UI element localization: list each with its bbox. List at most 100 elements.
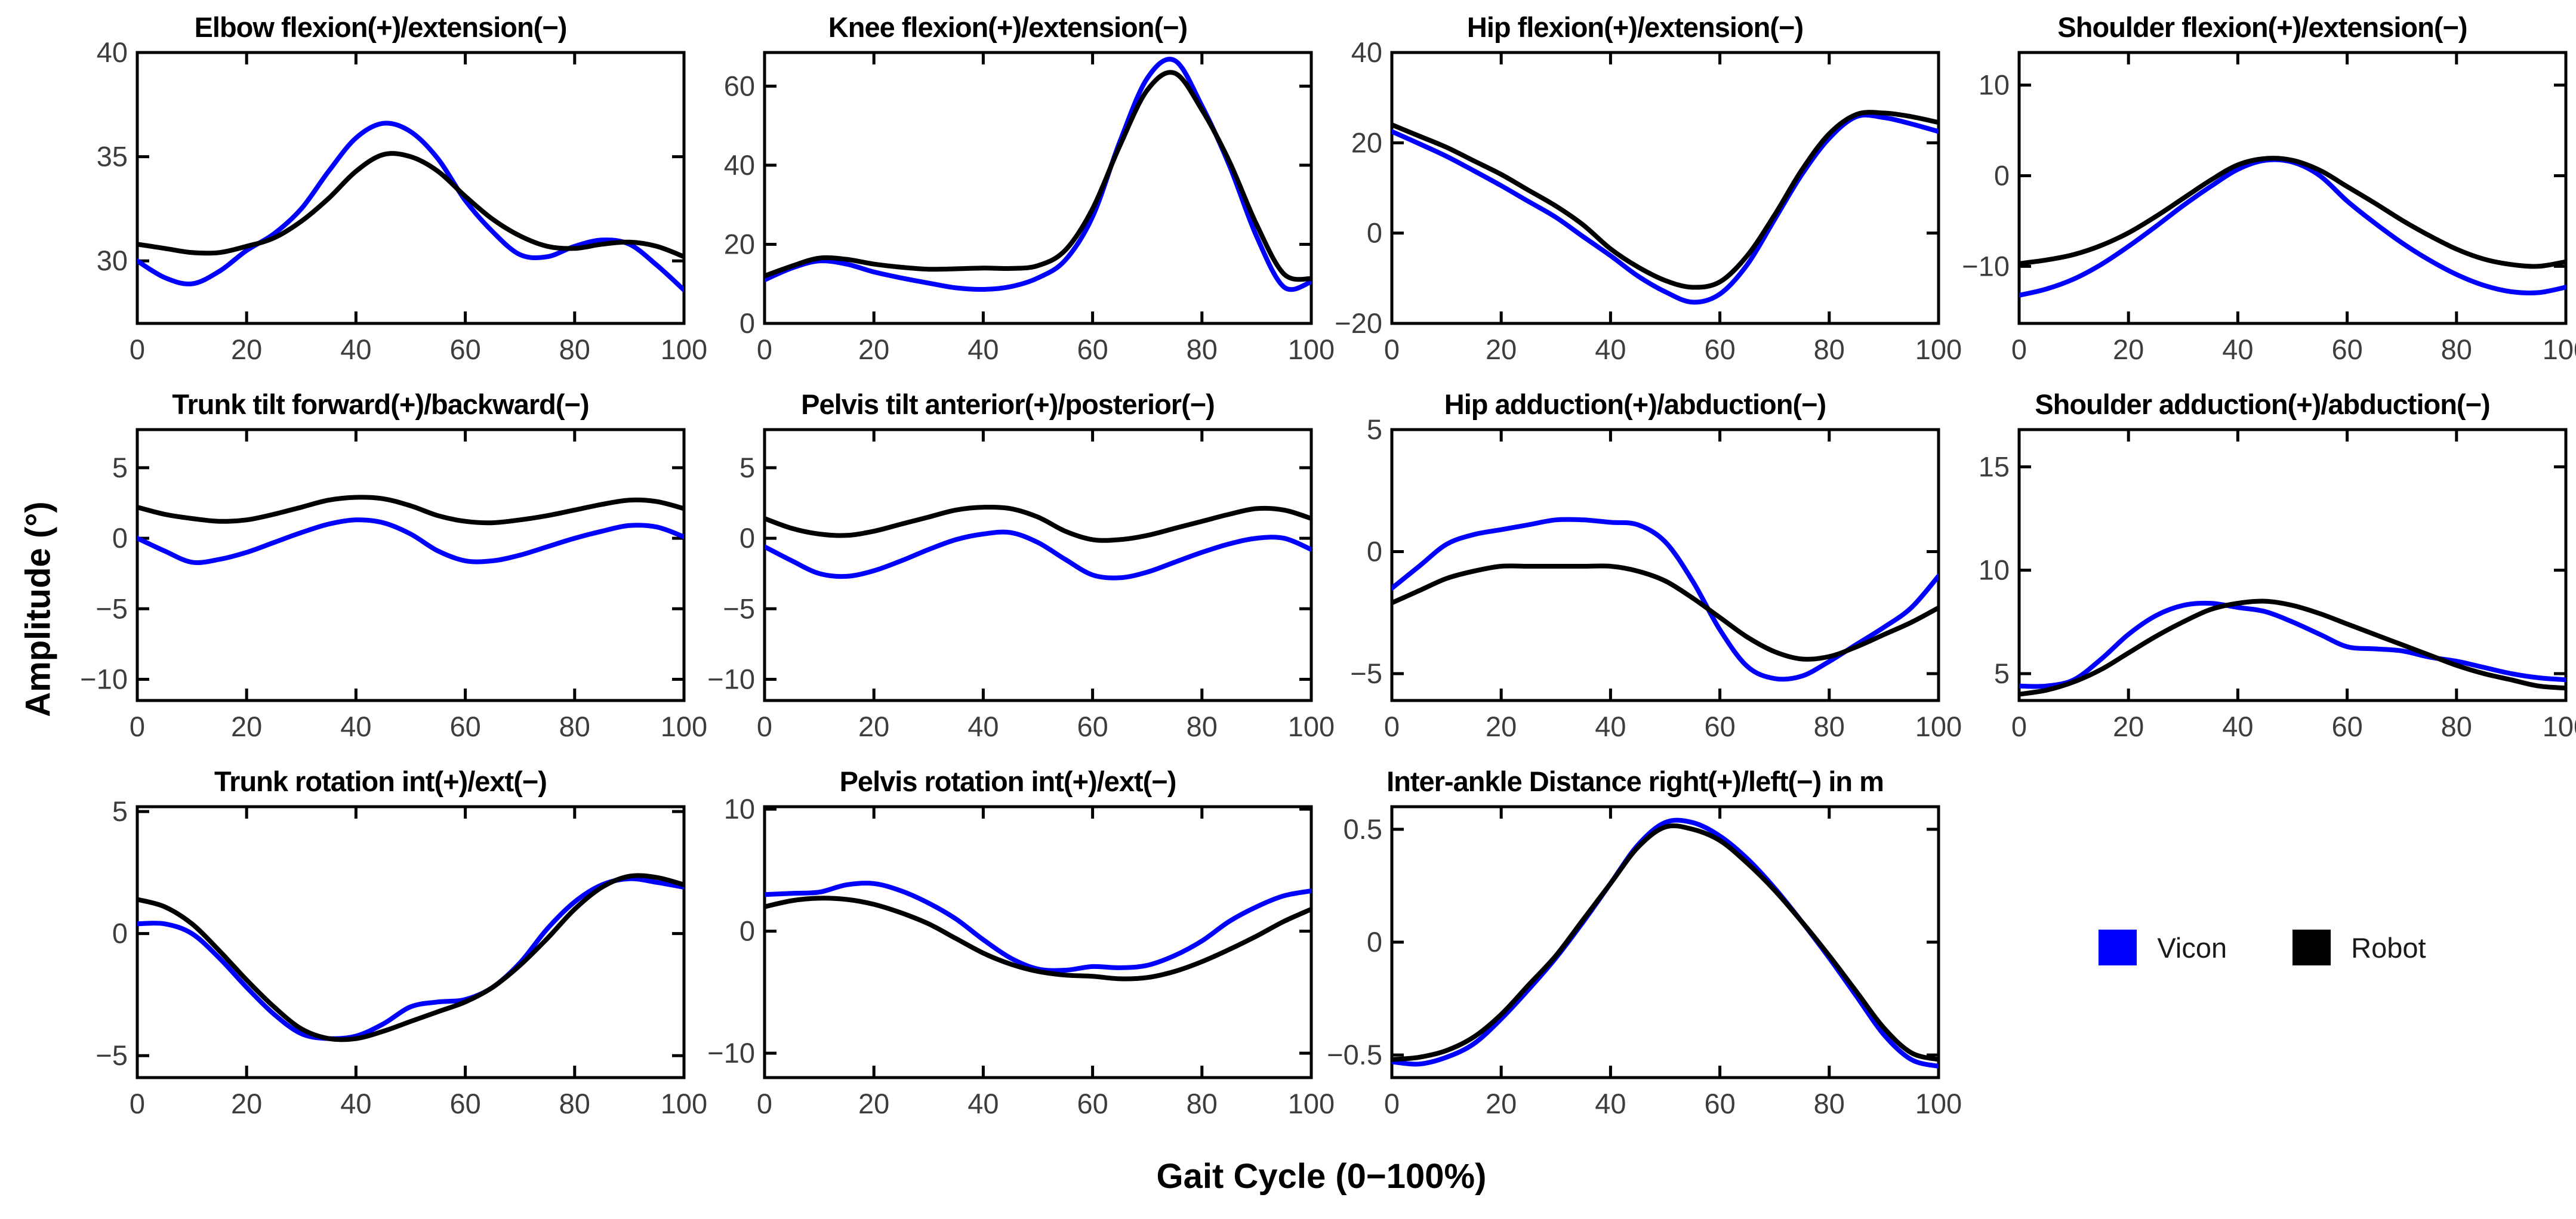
x-tick-label: 20 — [858, 334, 889, 365]
curve-robot — [1392, 563, 1939, 662]
curve-robot — [137, 151, 684, 260]
x-axis-label: Gait Cycle (0−100%) — [1156, 1157, 1487, 1196]
y-tick-label: 0 — [739, 522, 755, 554]
x-tick-label: 80 — [1187, 711, 1218, 742]
subplot-shoulder-flexion: Shoulder flexion(+)/extension(−) 0 20 40 60… — [1949, 5, 2576, 382]
x-tick-label: 60 — [1704, 1088, 1735, 1119]
x-tick-label: 0 — [1384, 334, 1400, 365]
axis-box — [135, 805, 686, 1079]
y-tick-label: −10 — [80, 663, 128, 695]
plot-area: 0 20 40 60 80 100 −10 −5 0 5 — [80, 428, 707, 742]
x-tick-label: 20 — [858, 711, 889, 742]
y-tick-label: 10 — [1979, 69, 2010, 101]
y-tick-label: −5 — [95, 592, 128, 624]
y-tick-label: 15 — [1979, 450, 2010, 482]
y-tick-label: −5 — [95, 1039, 128, 1071]
axis-box — [763, 51, 1313, 325]
axis-box — [1390, 51, 1940, 325]
curve-vicon — [137, 517, 684, 565]
axis-box — [763, 805, 1313, 1079]
x-tick-label: 20 — [1486, 1088, 1517, 1119]
curve-vicon — [1392, 817, 1939, 1069]
plot-area: 0 20 40 60 80 100 5 10 15 — [1979, 428, 2576, 742]
y-tick-label: −5 — [1350, 658, 1382, 689]
subplot-title: Pelvis rotation int(+)/ext(−) — [839, 765, 1177, 797]
curve-vicon — [765, 529, 1311, 581]
x-tick-label: 100 — [1288, 1088, 1335, 1119]
curve-robot — [765, 70, 1311, 282]
subplot-grid: Elbow flexion(+)/extension(−) 0 20 40 60 80 1… — [67, 5, 2576, 1136]
x-tick-label: 60 — [2331, 334, 2362, 365]
curve-vicon — [1392, 517, 1939, 682]
y-tick-label: 0 — [112, 918, 128, 949]
x-tick-label: 40 — [967, 711, 999, 742]
x-tick-label: 60 — [1077, 334, 1108, 365]
legend-entry-vicon: Vicon — [2099, 930, 2227, 965]
y-tick-label: 20 — [1351, 126, 1382, 158]
y-axis-label: Amplitude (°) — [19, 501, 58, 717]
plot-area: 0 20 40 60 80 100 30 35 40 — [97, 36, 707, 365]
y-tick-label: 30 — [97, 245, 128, 276]
curve-robot — [765, 504, 1311, 543]
subplot-title: Shoulder flexion(+)/extension(−) — [2057, 11, 2467, 43]
x-tick-label: 20 — [2113, 711, 2144, 742]
subplot-title: Trunk rotation int(+)/ext(−) — [214, 765, 547, 797]
legend-label-robot: Robot — [2351, 931, 2426, 964]
x-tick-label: 20 — [1486, 334, 1517, 365]
y-tick-label: 0.5 — [1344, 813, 1382, 845]
x-tick-label: 80 — [559, 334, 590, 365]
curve-vicon — [137, 121, 684, 293]
axis-box — [1390, 428, 1940, 702]
vicon-color-swatch — [2099, 930, 2137, 965]
subplot-trunk-rotation: Trunk rotation int(+)/ext(−) 0 20 40 60 80 10… — [67, 759, 707, 1136]
plot-area: 0 20 40 60 80 100−505 — [95, 795, 707, 1119]
x-tick-label: 80 — [559, 1088, 590, 1119]
subplot-knee-flexion: Knee flexion(+)/extension(−) 0 20 40 60 80 10… — [694, 5, 1335, 382]
y-tick-label: −10 — [707, 663, 755, 695]
subplot-title: Shoulder adduction(+)/abduction(−) — [2035, 388, 2490, 420]
y-tick-label: 0 — [1367, 217, 1382, 249]
y-tick-label: 0 — [1994, 160, 2010, 192]
subplot-pelvis-tilt: Pelvis tilt anterior(+)/posterior(−) 0 20… — [694, 382, 1335, 759]
x-tick-label: 0 — [130, 711, 145, 742]
x-tick-label: 60 — [449, 334, 480, 365]
y-tick-label: 60 — [724, 70, 755, 101]
y-tick-label: 0 — [1367, 536, 1382, 567]
x-tick-label: 80 — [1814, 1088, 1845, 1119]
subplot-title: Hip adduction(+)/abduction(−) — [1444, 388, 1826, 420]
x-tick-label: 60 — [1077, 1088, 1108, 1119]
y-tick-label: 35 — [97, 141, 128, 172]
y-tick-label: 40 — [724, 149, 755, 181]
curve-robot — [2019, 598, 2566, 697]
subplot-inter-ankle-distance: Inter-ankle Distance right(+)/left(−) in… — [1321, 759, 1962, 1136]
x-tick-label: 60 — [1077, 711, 1108, 742]
x-tick-label: 0 — [1384, 711, 1400, 742]
x-tick-label: 40 — [967, 334, 999, 365]
subplot-title: Inter-ankle Distance right(+)/left(−) in… — [1386, 765, 1884, 797]
subplot-shoulder-adduction: Shoulder adduction(+)/abduction(−) 0 20 40… — [1949, 382, 2576, 759]
x-tick-label: 20 — [858, 1088, 889, 1119]
x-tick-label: 0 — [130, 334, 145, 365]
x-tick-label: 40 — [967, 1088, 999, 1119]
curve-robot — [1392, 823, 1939, 1062]
y-tick-label: 5 — [112, 795, 128, 827]
x-tick-label: 40 — [1595, 1088, 1626, 1119]
subplot-hip-flexion: Hip flexion(+)/extension(−) 0 20 40 60 80 100… — [1321, 5, 1962, 382]
y-tick-label: −10 — [707, 1037, 755, 1069]
curve-vicon — [765, 57, 1311, 292]
x-tick-label: 40 — [1595, 334, 1626, 365]
x-tick-label: 80 — [2441, 711, 2472, 742]
subplot-title: Knee flexion(+)/extension(−) — [828, 11, 1188, 43]
plot-area: 0 20 40 60 80 100 −10 −5 0 5 — [707, 428, 1335, 742]
plot-area: 0 20 40 60 80 100−0.500.5 — [1327, 805, 1962, 1119]
x-tick-label: 20 — [231, 711, 262, 742]
x-tick-label: 100 — [1915, 1088, 1962, 1119]
y-tick-label: 0 — [739, 915, 755, 947]
robot-color-swatch — [2292, 930, 2331, 965]
x-tick-label: 60 — [1704, 711, 1735, 742]
x-tick-label: 40 — [340, 711, 371, 742]
legend: Vicon Robot — [1949, 759, 2576, 1136]
